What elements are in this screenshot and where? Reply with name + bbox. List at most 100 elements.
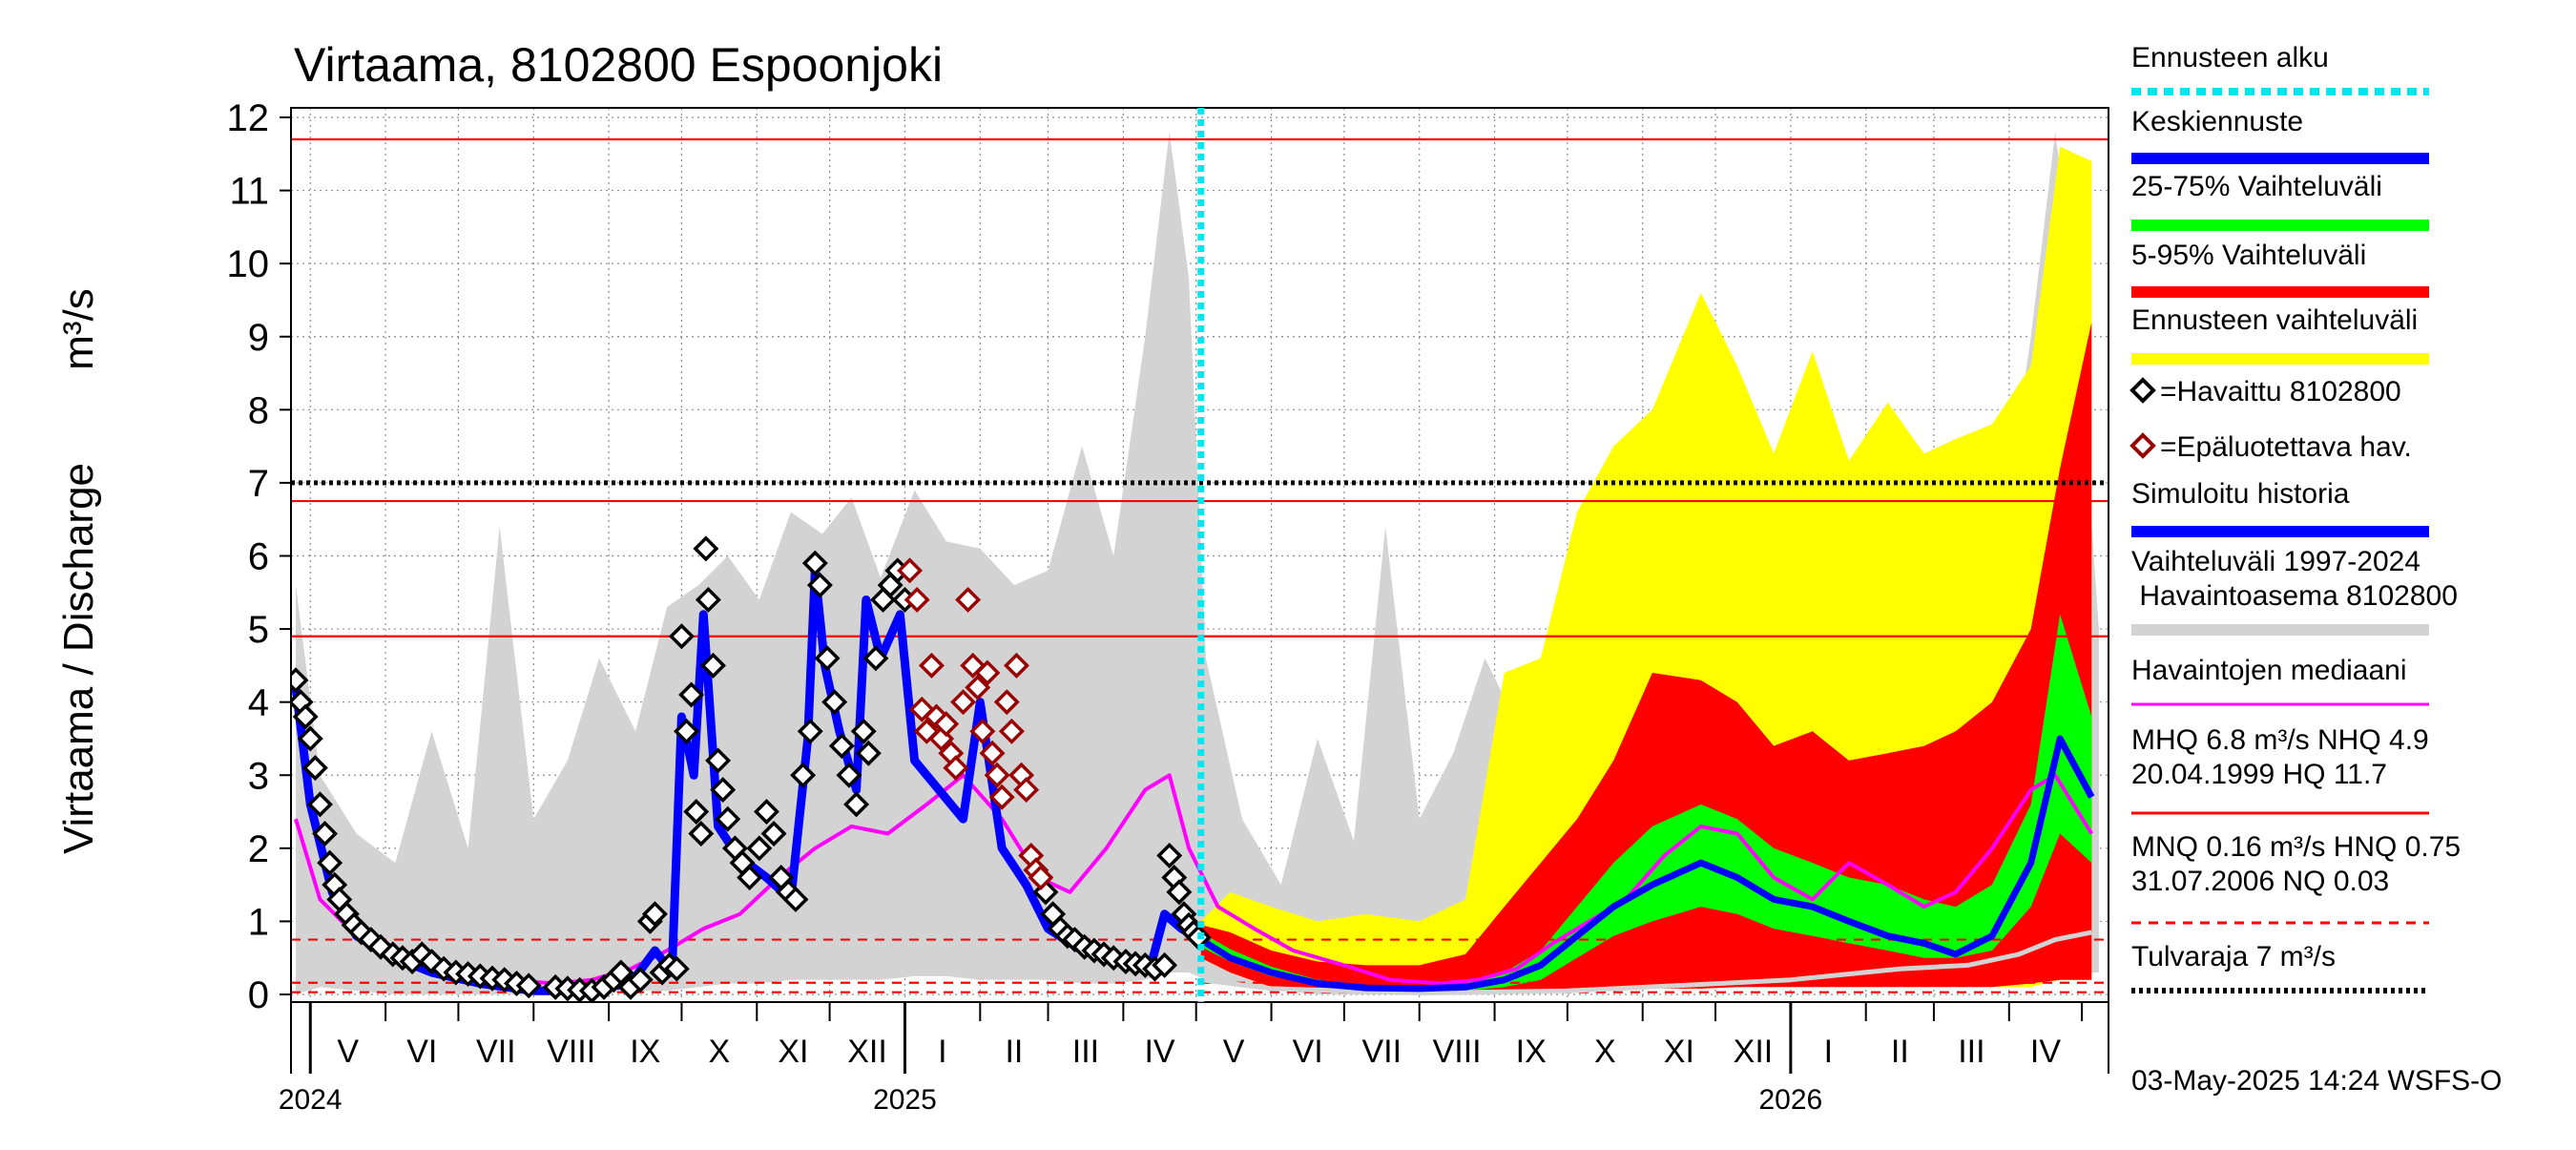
legend-label: MNQ 0.16 m³/s HNQ 0.75 31.07.2006 NQ 0.03: [2131, 831, 2461, 897]
legend-label: Tulvaraja 7 m³/s: [2131, 941, 2336, 972]
legend-label: =Epäluotettava hav.: [2160, 431, 2412, 463]
unreliable-point: [904, 586, 930, 613]
range-5-95-area: [1200, 322, 2092, 993]
x-month-label: IX: [1516, 1034, 1547, 1070]
x-month-label: X: [709, 1034, 731, 1070]
legend-label-line: 31.07.2006 NQ 0.03: [2131, 866, 2389, 897]
legend-label-line: 5-95% Vaihteluväli: [2131, 240, 2366, 271]
unreliable-point: [993, 689, 1020, 716]
x-month-label: I: [938, 1034, 946, 1070]
year-label: 2025: [873, 1084, 937, 1116]
observed-point: [715, 805, 741, 832]
unreliable-point: [933, 711, 960, 738]
y-tick-label: 11: [229, 171, 269, 213]
unreliable-point: [928, 725, 955, 752]
legend-label-line: MNQ 0.16 m³/s HNQ 0.75: [2131, 831, 2461, 863]
observed-point: [760, 821, 787, 847]
chart-title: Virtaama, 8102800 Espoonjoki: [294, 38, 943, 92]
range-25-75-area: [1200, 614, 2092, 992]
observed-point: [641, 901, 668, 928]
x-month-label: X: [1594, 1034, 1616, 1070]
observed-point: [705, 747, 732, 774]
x-month-label: V: [337, 1034, 359, 1070]
observed-point: [297, 725, 323, 752]
observed-point: [797, 718, 823, 744]
observed-point: [627, 967, 654, 993]
observed-point: [292, 703, 319, 730]
x-month-label: III: [1958, 1034, 1984, 1070]
observed-point: [693, 535, 719, 562]
y-axis-label: Virtaama / Discharge: [55, 463, 102, 854]
legend-label-line: Ennusteen vaihteluväli: [2131, 304, 2418, 336]
observed-point: [688, 821, 715, 847]
observed-point: [301, 755, 328, 782]
legend-swatch-diamond: [2129, 432, 2156, 459]
x-month-label: XI: [1664, 1034, 1694, 1070]
observed-point: [1032, 879, 1059, 906]
x-month-label: VII: [476, 1034, 516, 1070]
observed-point: [737, 864, 763, 890]
observed-point: [608, 959, 634, 986]
y-tick-label: 9: [248, 317, 269, 359]
x-month-label: II: [1005, 1034, 1023, 1070]
observed-point: [306, 791, 333, 818]
y-tick-label: 10: [227, 243, 270, 285]
legend-label: 25-75% Vaihteluväli: [2131, 171, 2382, 202]
legend-label-line: Havaintojen mediaani: [2131, 655, 2407, 686]
y-axis-unit: m³/s: [55, 288, 102, 370]
observed-point: [782, 886, 809, 912]
observed-point: [746, 835, 773, 862]
legend-label: MHQ 6.8 m³/s NHQ 4.9 20.04.1999 HQ 11.7: [2131, 724, 2429, 790]
observed-point: [710, 777, 737, 804]
legend-label: Vaihteluväli 1997-2024 Havaintoasema 810…: [2131, 546, 2458, 612]
observed-point: [855, 740, 882, 766]
legend-label-line: 25-75% Vaihteluväli: [2131, 171, 2382, 202]
unreliable-point: [974, 659, 1001, 686]
x-month-label: XI: [778, 1034, 808, 1070]
x-month-label: VI: [1293, 1034, 1323, 1070]
x-month-label: IV: [1144, 1034, 1174, 1070]
area-layer: [296, 132, 2099, 995]
unreliable-point: [1028, 864, 1054, 890]
legend-label: Ennusteen alku: [2131, 42, 2329, 73]
observed-point: [663, 955, 690, 982]
y-tick-label: 5: [248, 609, 269, 651]
observed-point: [753, 799, 779, 826]
y-tick-label: 1: [248, 901, 269, 943]
observed-point: [806, 572, 833, 598]
y-tick-label: 6: [248, 536, 269, 578]
x-month-label: IX: [630, 1034, 660, 1070]
legend-label-line: Havaintoasema 8102800: [2131, 580, 2458, 612]
unreliable-point: [988, 784, 1015, 810]
legend-label-line: =Havaittu 8102800: [2160, 376, 2401, 408]
legend-label-line: Vaihteluväli 1997-2024: [2131, 546, 2420, 577]
x-month-label: VIII: [1433, 1034, 1482, 1070]
legend-label: =Havaittu 8102800: [2160, 376, 2401, 408]
legend-label: Keskiennuste: [2131, 106, 2303, 137]
legend-label-line: =Epäluotettava hav.: [2160, 431, 2412, 463]
y-tick-label: 8: [248, 389, 269, 431]
observed-point: [801, 550, 828, 576]
observed-point: [850, 718, 877, 744]
unreliable-point: [1003, 652, 1029, 679]
legend-label: Ennusteen vaihteluväli: [2131, 304, 2418, 336]
year-label: 2026: [1758, 1084, 1822, 1116]
legend-label-line: Ennusteen alku: [2131, 42, 2329, 73]
legend: Ennusteen alku Keskiennuste 25-75% Vaihtel…: [2129, 42, 2461, 993]
unreliable-point: [984, 762, 1010, 788]
observed-point: [317, 849, 343, 876]
unreliable-point: [965, 674, 991, 700]
y-tick-label: 0: [248, 974, 269, 1016]
observed-point: [700, 652, 726, 679]
observed-point: [291, 667, 309, 694]
unreliable-point: [918, 652, 945, 679]
legend-label-line: Keskiennuste: [2131, 106, 2303, 137]
observed-point: [1152, 951, 1178, 978]
observed-point: [674, 718, 699, 744]
observed-point: [515, 972, 542, 999]
y-tick-label: 2: [248, 828, 269, 870]
x-month-label: V: [1223, 1034, 1245, 1070]
x-month-label: VI: [406, 1034, 437, 1070]
